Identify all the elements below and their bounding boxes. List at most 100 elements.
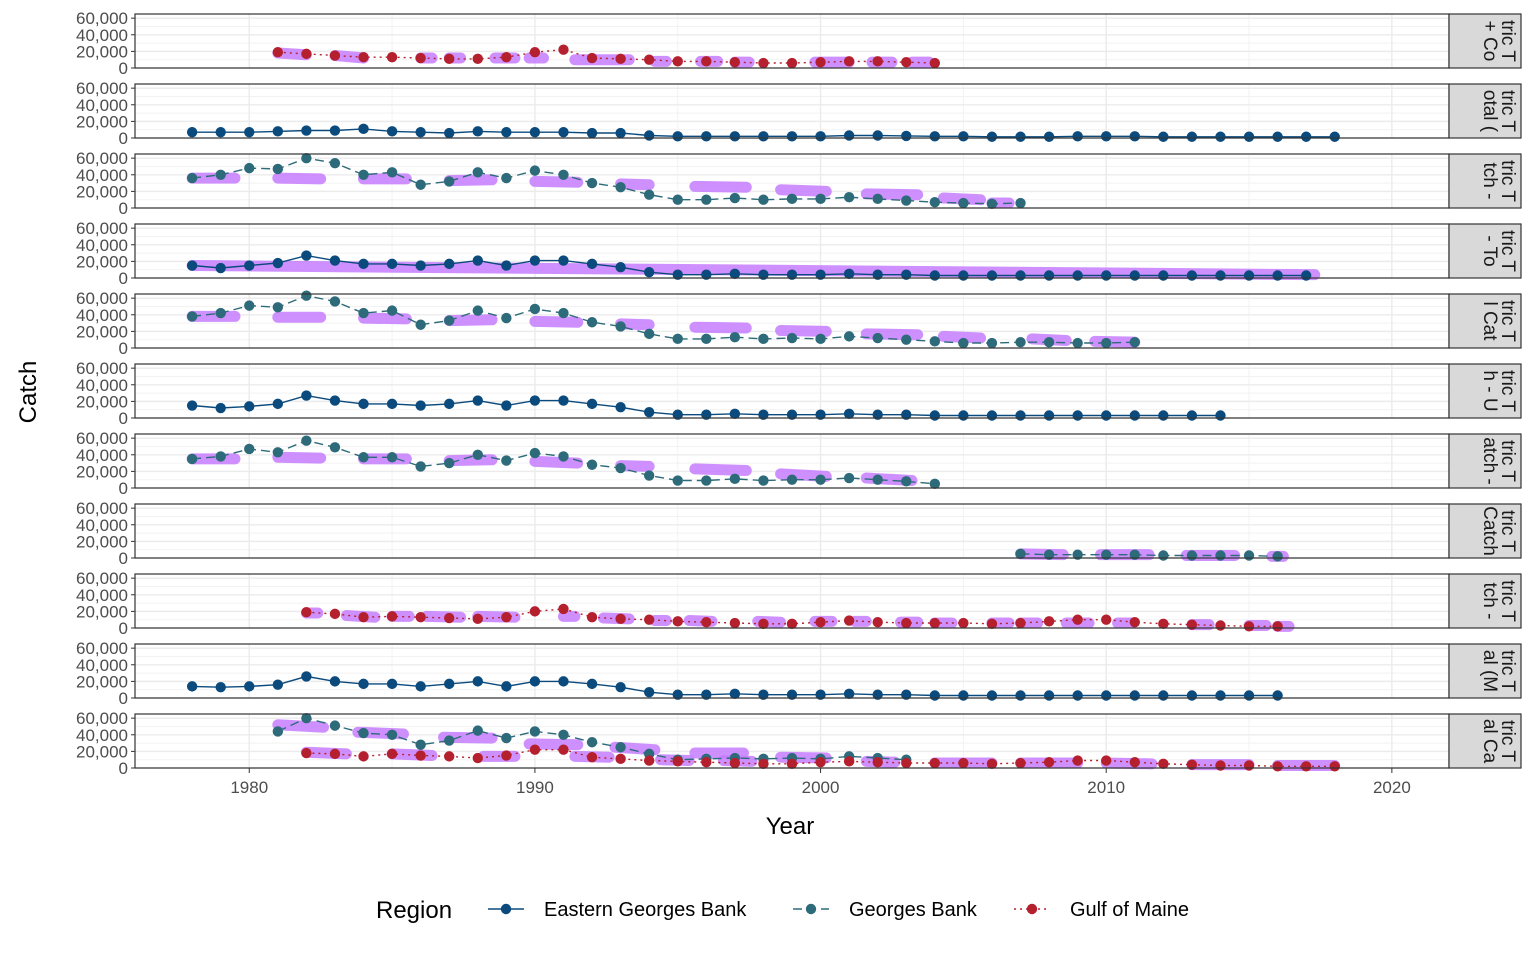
legend-key-point — [805, 903, 817, 915]
x-tick-label: 2000 — [802, 778, 840, 797]
data-point — [329, 442, 341, 453]
strip-label: atch - — [1479, 437, 1500, 485]
data-point — [558, 126, 569, 138]
data-point — [901, 476, 912, 487]
data-point — [529, 744, 541, 755]
data-point — [301, 607, 312, 618]
data-point — [415, 681, 426, 692]
data-point — [643, 189, 655, 200]
data-point — [586, 258, 598, 270]
data-point — [386, 52, 398, 63]
highlight-band — [523, 738, 584, 751]
data-point — [301, 671, 312, 682]
data-point — [615, 53, 626, 65]
strip-label: tric T — [1497, 510, 1518, 552]
data-point — [986, 270, 998, 281]
data-point — [358, 612, 369, 623]
strip-background — [1448, 223, 1522, 279]
data-point — [672, 689, 683, 700]
data-point — [672, 194, 683, 205]
y-tick-label: 40,000 — [76, 306, 128, 325]
data-point — [386, 258, 398, 270]
legend-title: Region — [376, 897, 452, 924]
data-point — [1043, 690, 1055, 701]
data-point — [958, 131, 969, 142]
data-point — [1243, 270, 1255, 281]
data-point — [643, 130, 655, 141]
strip-label: tric T — [1497, 90, 1518, 132]
panel-background — [135, 504, 1449, 558]
data-point — [586, 52, 598, 64]
data-point — [901, 269, 912, 280]
data-point — [1043, 270, 1055, 281]
legend-label: Eastern Georges Bank — [544, 899, 747, 921]
data-point — [1215, 410, 1226, 421]
data-point — [329, 720, 341, 731]
data-point — [901, 56, 912, 68]
data-point — [529, 447, 541, 459]
strip-label: al Ca — [1479, 719, 1500, 764]
highlight-band — [443, 454, 498, 467]
data-point — [758, 475, 769, 486]
data-point — [786, 57, 798, 69]
y-tick-label: 60,000 — [76, 289, 128, 308]
data-point — [415, 126, 426, 138]
strip-label: tric T — [1497, 370, 1518, 412]
data-point — [643, 266, 655, 278]
data-point — [986, 131, 998, 142]
data-point — [729, 268, 741, 280]
data-point — [1015, 690, 1026, 701]
data-point — [586, 127, 598, 139]
data-point — [643, 406, 655, 418]
data-point — [986, 690, 998, 701]
highlight-band — [529, 175, 584, 188]
strip-label: al (M — [1479, 650, 1500, 692]
data-point — [1101, 755, 1112, 766]
data-point — [1015, 336, 1026, 348]
data-point — [558, 395, 569, 406]
data-point — [1186, 410, 1198, 421]
strip-label: h - U — [1479, 370, 1500, 411]
series-line — [192, 254, 1307, 277]
y-tick-label: 20,000 — [76, 252, 128, 271]
data-point — [786, 193, 798, 205]
strip-label: tric T — [1497, 20, 1518, 62]
highlight-band — [615, 460, 655, 472]
highlight-band — [689, 180, 752, 193]
highlight-band — [272, 451, 327, 464]
data-point — [872, 56, 883, 67]
y-tick-label: 0 — [119, 269, 128, 288]
data-point — [701, 269, 712, 280]
data-point — [701, 131, 712, 142]
data-point — [615, 262, 626, 273]
data-point — [586, 678, 598, 690]
data-point — [701, 689, 712, 700]
data-point — [215, 169, 226, 180]
highlight-band — [615, 318, 655, 331]
series-line — [1020, 553, 1278, 557]
y-tick-label: 60,000 — [76, 359, 128, 378]
data-point — [472, 395, 483, 406]
data-point — [244, 126, 255, 138]
data-point — [529, 255, 541, 266]
highlight-band — [420, 610, 467, 623]
highlight-band — [937, 330, 987, 344]
data-point — [786, 758, 798, 770]
data-point — [1215, 620, 1226, 631]
data-point — [872, 409, 883, 420]
data-point — [1158, 270, 1169, 281]
strip-background — [1448, 293, 1522, 349]
data-point — [1129, 690, 1140, 701]
data-point — [415, 461, 426, 472]
data-point — [472, 676, 483, 687]
data-point — [729, 332, 741, 343]
data-point — [815, 409, 826, 420]
data-point — [558, 44, 569, 55]
data-point — [786, 689, 798, 700]
data-point — [529, 676, 541, 687]
data-point — [1072, 270, 1083, 281]
strip-label: otal ( — [1479, 90, 1500, 133]
data-point — [843, 408, 855, 420]
data-point — [415, 400, 426, 411]
